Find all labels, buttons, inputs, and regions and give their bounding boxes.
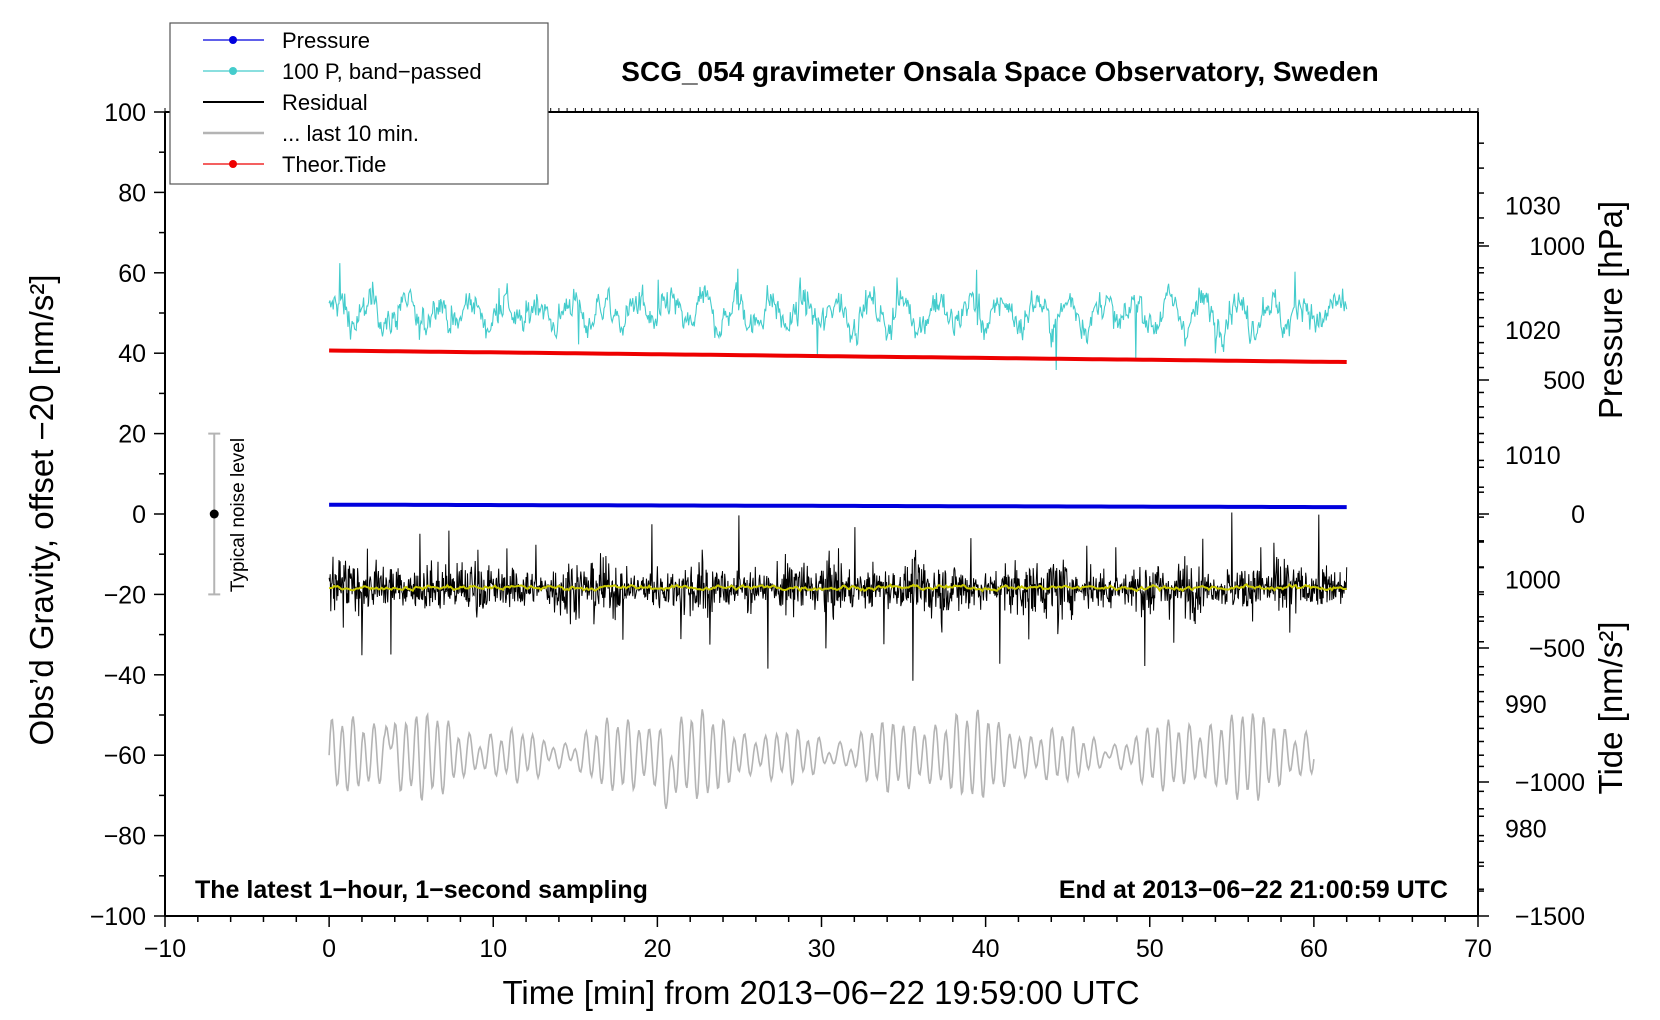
- y-tick-label: −40: [104, 662, 146, 690]
- legend-label: 100 P, band−passed: [282, 59, 482, 84]
- pressure-tick-label: 980: [1505, 816, 1547, 844]
- y-axis-label-pressure: Pressure [hPa]: [1592, 201, 1629, 419]
- legend-label: ... last 10 min.: [282, 121, 419, 146]
- annotation-sampling: The latest 1−hour, 1−second sampling: [195, 876, 648, 904]
- legend-label: Residual: [282, 90, 368, 115]
- x-tick-label: 70: [1464, 935, 1492, 963]
- x-tick-label: −10: [144, 935, 186, 963]
- x-axis-label: Time [min] from 2013−06−22 19:59:00 UTC: [502, 974, 1139, 1011]
- pressure-tick-label: 1020: [1505, 317, 1561, 345]
- y-tick-label: 100: [104, 99, 146, 127]
- pressure-line: [329, 502, 1347, 510]
- pressure-tick-label: 1000: [1505, 566, 1561, 594]
- series-layer: [328, 263, 1348, 809]
- legend-label: Theor.Tide: [282, 152, 386, 177]
- tide-tick-label: −500: [1529, 635, 1585, 663]
- pressure-tick-label: 990: [1505, 691, 1547, 719]
- noise-level-label: Typical noise level: [228, 438, 249, 592]
- x-tick-label: 20: [643, 935, 671, 963]
- y-tick-label: −80: [104, 823, 146, 851]
- theoretical-tide-line: [329, 348, 1347, 364]
- legend-marker: [229, 36, 237, 44]
- y-axis-label-gravity: Obs’d Gravity, offset −20 [nm/s²]: [23, 274, 60, 745]
- legend-marker: [229, 67, 237, 75]
- y-tick-label: 40: [118, 340, 146, 368]
- noise-center-dot: [209, 509, 219, 519]
- legend-box: [169, 22, 549, 185]
- x-tick-label: 30: [808, 935, 836, 963]
- residual-line: [328, 512, 1348, 681]
- bandpassed-pressure-line: [328, 263, 1348, 371]
- last-10-min-line: [328, 709, 1315, 809]
- noise-indicator: [208, 432, 221, 596]
- pressure-tick-label: 1030: [1505, 192, 1561, 220]
- legend-marker: [229, 160, 237, 168]
- tide-tick-label: 0: [1571, 501, 1585, 529]
- x-tick-label: 0: [322, 935, 336, 963]
- x-tick-label: 10: [479, 935, 507, 963]
- y-axis-label-tide: Tide [nm/s²]: [1592, 622, 1629, 795]
- x-tick-label: 60: [1300, 935, 1328, 963]
- x-tick-label: 50: [1136, 935, 1164, 963]
- tide-tick-label: 1000: [1529, 233, 1585, 261]
- residual-smoothed-line: [329, 582, 1347, 593]
- legend: Pressure 100 P, band−passed Residual ... la…: [169, 22, 549, 185]
- tide-tick-label: 500: [1543, 367, 1585, 395]
- y-tick-label: 80: [118, 179, 146, 207]
- y-tick-label: 0: [132, 501, 146, 529]
- y-tick-label: −60: [104, 742, 146, 770]
- y-tick-label: −100: [90, 903, 146, 931]
- y-tick-label: −20: [104, 581, 146, 609]
- tide-tick-label: −1000: [1515, 769, 1585, 797]
- axes-layer: −10 0 10 20 30 40 50 60 70100806040200−20−40−60−…: [90, 99, 1585, 963]
- y-tick-label: 20: [118, 421, 146, 449]
- tide-tick-label: −1500: [1515, 903, 1585, 931]
- legend-label: Pressure: [282, 28, 370, 53]
- y-tick-label: 60: [118, 260, 146, 288]
- x-tick-label: 40: [972, 935, 1000, 963]
- annotation-end-time: End at 2013−06−22 21:00:59 UTC: [1059, 876, 1448, 904]
- chart-title: SCG_054 gravimeter Onsala Space Observat…: [621, 56, 1378, 87]
- pressure-tick-label: 1010: [1505, 442, 1561, 470]
